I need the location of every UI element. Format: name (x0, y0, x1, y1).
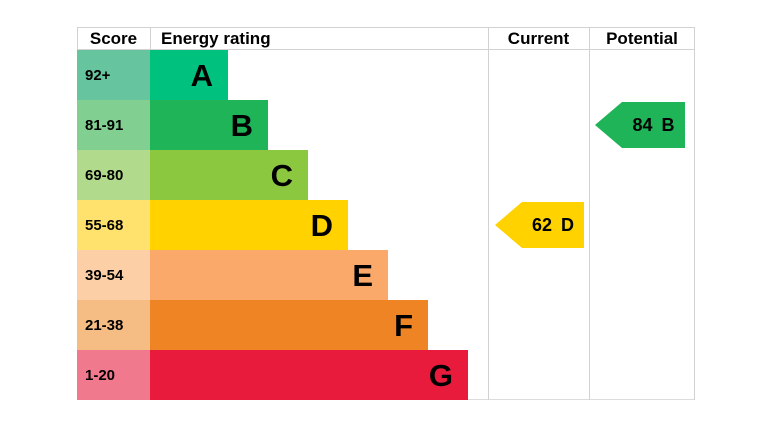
table-left-border (77, 27, 78, 50)
band-score-range: 69-80 (77, 150, 150, 200)
band-score-range: 21-38 (77, 300, 150, 350)
band-letter: G (428, 357, 453, 393)
potential-rating-letter: B (661, 114, 675, 135)
score-column-header: Score (89, 29, 138, 48)
band-letter: C (270, 157, 293, 193)
band-row: 81-91 B (77, 100, 695, 150)
band-bar: A (150, 50, 228, 100)
band-score-range: 55-68 (77, 200, 150, 250)
band-row: 55-68 D (77, 200, 695, 250)
band-letter: A (190, 57, 213, 93)
rating-column-divider (488, 27, 489, 400)
band-letter: B (230, 107, 253, 143)
score-column-divider (150, 27, 151, 50)
current-rating-value: 62 (531, 214, 553, 235)
band-row: 39-54 E (77, 250, 695, 300)
band-letter: E (352, 257, 373, 293)
table-right-border (694, 27, 695, 400)
band-bar: D (150, 200, 348, 250)
band-row: 21-38 F (77, 300, 695, 350)
band-bar: E (150, 250, 388, 300)
header-bottom-border (77, 49, 695, 50)
energy-rating-column-header: Energy rating (161, 29, 271, 48)
current-rating-letter: D (561, 214, 575, 235)
potential-rating-arrow: 84 B (595, 102, 685, 148)
band-bar: F (150, 300, 428, 350)
band-bar: C (150, 150, 308, 200)
potential-column-header: Potential (606, 29, 678, 48)
band-bar: G (150, 350, 468, 400)
band-row: 92+ A (77, 50, 695, 100)
current-column-divider (589, 27, 590, 400)
band-letter: F (394, 307, 413, 343)
band-row: 1-20 G (77, 350, 695, 400)
current-column-header: Current (507, 29, 570, 48)
bands: 92+ A 81-91 B 69-80 C 55-68 D 39-54 E 21… (77, 50, 695, 400)
band-score-range: 1-20 (77, 350, 150, 400)
band-score-range: 92+ (77, 50, 150, 100)
band-letter: D (310, 207, 333, 243)
epc-table: Score Energy rating Current Potential 92… (77, 27, 695, 400)
potential-rating-value: 84 (632, 114, 653, 135)
band-row: 69-80 C (77, 150, 695, 200)
band-score-range: 39-54 (77, 250, 150, 300)
table-top-border (77, 27, 695, 28)
band-score-range: 81-91 (77, 100, 150, 150)
band-bar: B (150, 100, 268, 150)
